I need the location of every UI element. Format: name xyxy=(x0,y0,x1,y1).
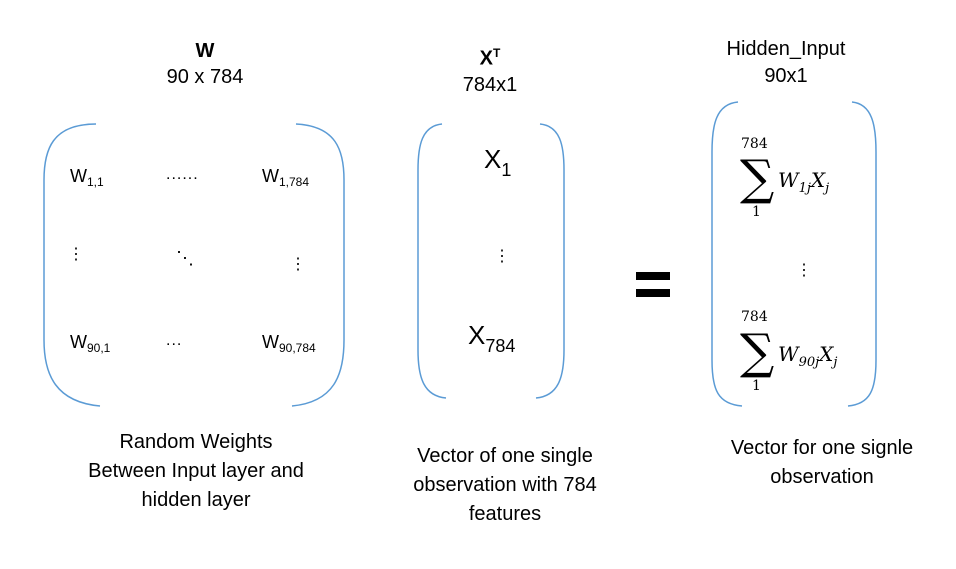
matrix-w-cell-90-784: W90,784 xyxy=(262,332,316,355)
matrix-w-diagonal-dots: ⋱ xyxy=(176,248,194,268)
sum-top-term: W1jXj xyxy=(778,168,830,196)
sum-top-lower-limit: 1 xyxy=(752,204,761,220)
hidden-caption: Vector for one signle observation xyxy=(700,434,944,492)
vector-x-caption-line-3: features xyxy=(468,503,542,525)
matrix-w-title: W xyxy=(195,40,215,62)
vector-x-dims: 784x1 xyxy=(462,73,518,96)
vector-x-caption-line-2: observation with 784 xyxy=(413,474,597,496)
matrix-w-caption: Random Weights Between Input layer and h… xyxy=(56,428,336,515)
vector-x-left-bracket xyxy=(417,123,447,399)
matrix-w-col1-vdots: ⋮ xyxy=(68,246,84,263)
sum-bottom-lower-limit: 1 xyxy=(752,378,761,394)
hidden-dims: 90x1 xyxy=(764,65,808,87)
vector-x-caption: Vector of one single observation with 78… xyxy=(390,442,620,529)
matrix-w-cell-1-784: W1,784 xyxy=(262,166,310,189)
equals-symbol-text: = xyxy=(0,0,1,1)
vector-x-element-784: X784 xyxy=(468,320,516,356)
sum-top-upper-limit: 784 xyxy=(741,136,768,152)
vector-x-header: XT 784x1 xyxy=(440,40,540,98)
matrix-w-row1-ellipsis: ...... xyxy=(166,166,199,183)
vector-x-element-1: X1 xyxy=(484,144,512,180)
matrix-w-caption-line-1: Random Weights xyxy=(119,431,273,453)
matrix-w-header: W 90 x 784 xyxy=(150,38,260,90)
sum-bottom-term: W90jXj xyxy=(778,342,838,370)
hidden-title: Hidden_Input xyxy=(726,38,846,60)
matrix-w-left-bracket xyxy=(43,123,101,407)
hidden-left-bracket xyxy=(711,101,743,407)
matrix-w-col3-vdots: ⋮ xyxy=(290,256,306,273)
sum-bottom-upper-limit: 784 xyxy=(741,309,768,325)
vector-x-right-bracket xyxy=(535,123,565,399)
hidden-caption-line-1: Vector for one signle xyxy=(730,437,914,459)
matrix-w-caption-line-2: Between Input layer and xyxy=(88,460,304,482)
hidden-header: Hidden_Input 90x1 xyxy=(706,36,866,89)
sum-top-sigma: ∑ xyxy=(740,150,775,206)
matrix-w-right-bracket xyxy=(291,123,345,407)
matrix-w-caption-line-3: hidden layer xyxy=(141,489,251,511)
vector-x-vdots: ⋮ xyxy=(494,248,510,265)
matrix-w-dims: 90 x 784 xyxy=(166,66,244,88)
hidden-vdots: ⋮ xyxy=(796,262,812,279)
hidden-caption-line-2: observation xyxy=(770,466,874,488)
sum-bottom-sigma: ∑ xyxy=(740,324,775,380)
vector-x-title: XT xyxy=(479,46,501,70)
matrix-w-row3-ellipsis: ... xyxy=(166,332,183,349)
hidden-right-bracket xyxy=(847,101,877,407)
equals-sign xyxy=(636,272,670,297)
matrix-w-cell-90-1: W90,1 xyxy=(70,332,111,355)
vector-x-caption-line-1: Vector of one single xyxy=(417,445,593,467)
matrix-w-cell-1-1: W1,1 xyxy=(70,166,104,189)
